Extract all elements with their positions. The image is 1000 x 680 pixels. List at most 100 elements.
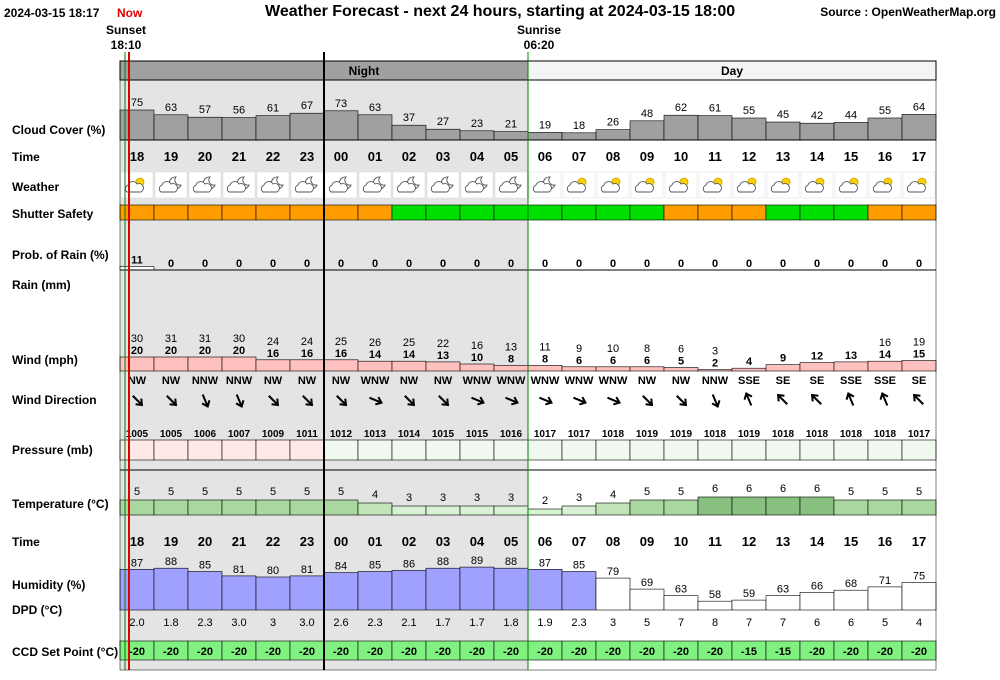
time-cell: 23 (300, 149, 314, 164)
humidity-bar (629, 588, 665, 611)
wind-bar (527, 365, 563, 372)
wind-speed-value: 12 (811, 351, 823, 363)
pressure-value: 1016 (500, 429, 523, 440)
cloud-bar (629, 120, 665, 141)
time-cell: 03 (436, 149, 450, 164)
ccd-value: -20 (333, 646, 349, 658)
dpd-value: 5 (644, 617, 650, 629)
wind-arrow-icon (607, 396, 621, 406)
humidity-bar (765, 595, 801, 611)
pressure-bar (323, 439, 359, 461)
rain-prob-value: 0 (372, 258, 378, 270)
wind-gust-value: 8 (644, 343, 650, 355)
now-label: Now (117, 6, 143, 20)
wind-arrow-icon (711, 394, 721, 408)
time-cell: 22 (266, 149, 280, 164)
ccd-value: -20 (537, 646, 553, 658)
shutter-cell (697, 204, 733, 221)
humidity-bar (527, 568, 563, 611)
humidity-bar (561, 571, 597, 611)
rain-prob-value: 0 (916, 258, 922, 270)
dpd-value: 6 (848, 617, 854, 629)
temperature-bar (663, 499, 699, 516)
humidity-value: 86 (403, 558, 415, 570)
sunset-time: 18:10 (110, 38, 142, 52)
time-cell: 14 (810, 149, 825, 164)
partly-cloudy-day-icon (698, 171, 732, 199)
wind-gust-value: 13 (505, 341, 517, 353)
temperature-bar (629, 499, 665, 516)
rain-prob-value: 0 (746, 258, 752, 270)
ccd-value: -20 (367, 646, 383, 658)
temperature-value: 2 (542, 495, 548, 507)
wind-speed-value: 15 (913, 349, 925, 361)
dpd-value: 2.3 (197, 617, 212, 629)
ccd-value: -20 (707, 646, 723, 658)
arrow-shaft (745, 394, 753, 406)
partly-cloudy-day-icon (902, 171, 936, 199)
rain-prob-value: 0 (508, 258, 514, 270)
temperature-bar (357, 502, 393, 516)
shutter-cell (221, 204, 257, 221)
pressure-bar (459, 439, 495, 461)
pressure-label: Pressure (mb) (12, 443, 93, 457)
pressure-value: 1009 (262, 429, 285, 440)
temperature-value: 3 (440, 492, 446, 504)
pressure-bar (663, 439, 699, 461)
dpd-value: 3 (610, 617, 616, 629)
humidity-label: Humidity (%) (12, 578, 86, 592)
arrow-shaft (914, 395, 924, 405)
temperature-bar (493, 505, 529, 516)
rain-prob-label: Prob. of Rain (%) (12, 248, 109, 262)
rain-prob-value: 0 (202, 258, 208, 270)
arrow-shaft (607, 396, 619, 404)
rain-prob-value: 0 (406, 258, 412, 270)
icon-cell (460, 171, 494, 199)
wind-gust-value: 26 (369, 337, 381, 349)
wind-gust-value: 24 (267, 336, 279, 348)
wind-bar (255, 359, 291, 372)
time-cell-bottom: 06 (538, 534, 552, 549)
shutter-cell (867, 204, 903, 221)
wind-direction-value: NNW (226, 375, 253, 387)
shutter-cell (765, 204, 801, 221)
wind-speed-value: 14 (879, 349, 892, 361)
time-cell-bottom: 17 (912, 534, 926, 549)
arrow-head (912, 393, 921, 402)
pressure-value: 1017 (908, 429, 931, 440)
wind-speed-value: 10 (471, 352, 483, 364)
wind-arrow-icon (404, 395, 416, 407)
cloud-value: 67 (301, 100, 313, 112)
temperature-value: 5 (270, 486, 276, 498)
arrow-head (511, 396, 519, 406)
pressure-bar (561, 439, 597, 461)
temperature-bar (561, 505, 597, 516)
temperature-bar (289, 499, 325, 516)
arrow-head (477, 396, 485, 406)
wind-speed-value: 8 (542, 353, 548, 365)
humidity-value: 59 (743, 588, 755, 600)
humidity-bar (425, 567, 461, 611)
wind-arrow-icon (505, 396, 519, 406)
arrow-shaft (778, 395, 788, 405)
dpd-value: 4 (916, 617, 922, 629)
time-cell-bottom: 21 (232, 534, 246, 549)
rain-prob-value: 0 (848, 258, 854, 270)
source-label: Source : OpenWeatherMap.org (820, 5, 996, 19)
cloud-value: 42 (811, 110, 823, 122)
wind-bar (459, 363, 495, 372)
time-cell-bottom: 10 (674, 534, 688, 549)
rain-prob-value: 0 (678, 258, 684, 270)
icon-cell (358, 171, 392, 199)
dpd-label: DPD (°C) (12, 603, 63, 617)
time-cell-bottom: 14 (810, 534, 825, 549)
cloud-value: 62 (675, 102, 687, 114)
wind-direction-value: NW (400, 375, 419, 387)
wind-speed-value: 20 (233, 345, 245, 357)
wind-arrow-icon (201, 394, 211, 408)
arrow-head (441, 398, 450, 407)
ccd-value: -20 (163, 646, 179, 658)
pressure-value: 1019 (636, 429, 659, 440)
cloud-bar (867, 117, 903, 141)
